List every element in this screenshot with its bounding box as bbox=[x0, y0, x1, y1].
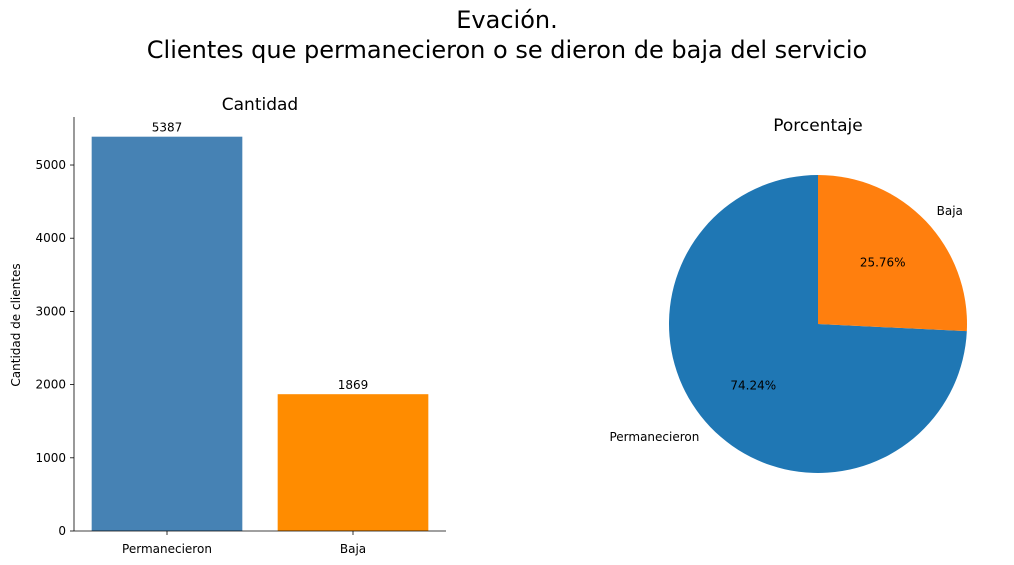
pie-chart-title: Porcentaje bbox=[773, 116, 863, 136]
x-tick-label: Permanecieron bbox=[122, 542, 212, 556]
bar-plot-area: 5387 Permanecieron 1869 Baja 0 1000 2000 3000 40… bbox=[35, 117, 446, 556]
pie-slice-label: Baja bbox=[937, 204, 963, 218]
bar-permanecieron bbox=[91, 136, 243, 531]
pie-slice-baja bbox=[818, 175, 967, 332]
y-tick-label: 0 bbox=[58, 524, 66, 538]
y-axis-label: Cantidad de clientes bbox=[9, 263, 23, 386]
y-tick-label: 5000 bbox=[35, 158, 66, 172]
y-tick-label: 3000 bbox=[35, 304, 66, 318]
bar-baja bbox=[277, 394, 429, 531]
pie-percent-label: 25.76% bbox=[860, 255, 906, 269]
bar-chart-title: Cantidad bbox=[222, 95, 298, 115]
figure-title-line-2: Clientes que permanecieron o se dieron d… bbox=[146, 36, 868, 64]
pie-slice-permanecieron bbox=[669, 175, 967, 473]
y-tick-label: 1000 bbox=[35, 451, 66, 465]
y-tick-label: 2000 bbox=[35, 378, 66, 392]
pie-plot-area: Permanecieron 74.24% Baja 25.76% bbox=[609, 175, 967, 473]
pie-percent-label: 74.24% bbox=[730, 379, 776, 393]
bar-value-label: 5387 bbox=[152, 121, 183, 135]
bar-value-label: 1869 bbox=[338, 378, 369, 392]
x-tick-label: Baja bbox=[340, 542, 366, 556]
figure-title-line-1: Evación. bbox=[456, 6, 558, 34]
pie-slice-label: Permanecieron bbox=[609, 430, 699, 444]
y-tick-label: 4000 bbox=[35, 231, 66, 245]
